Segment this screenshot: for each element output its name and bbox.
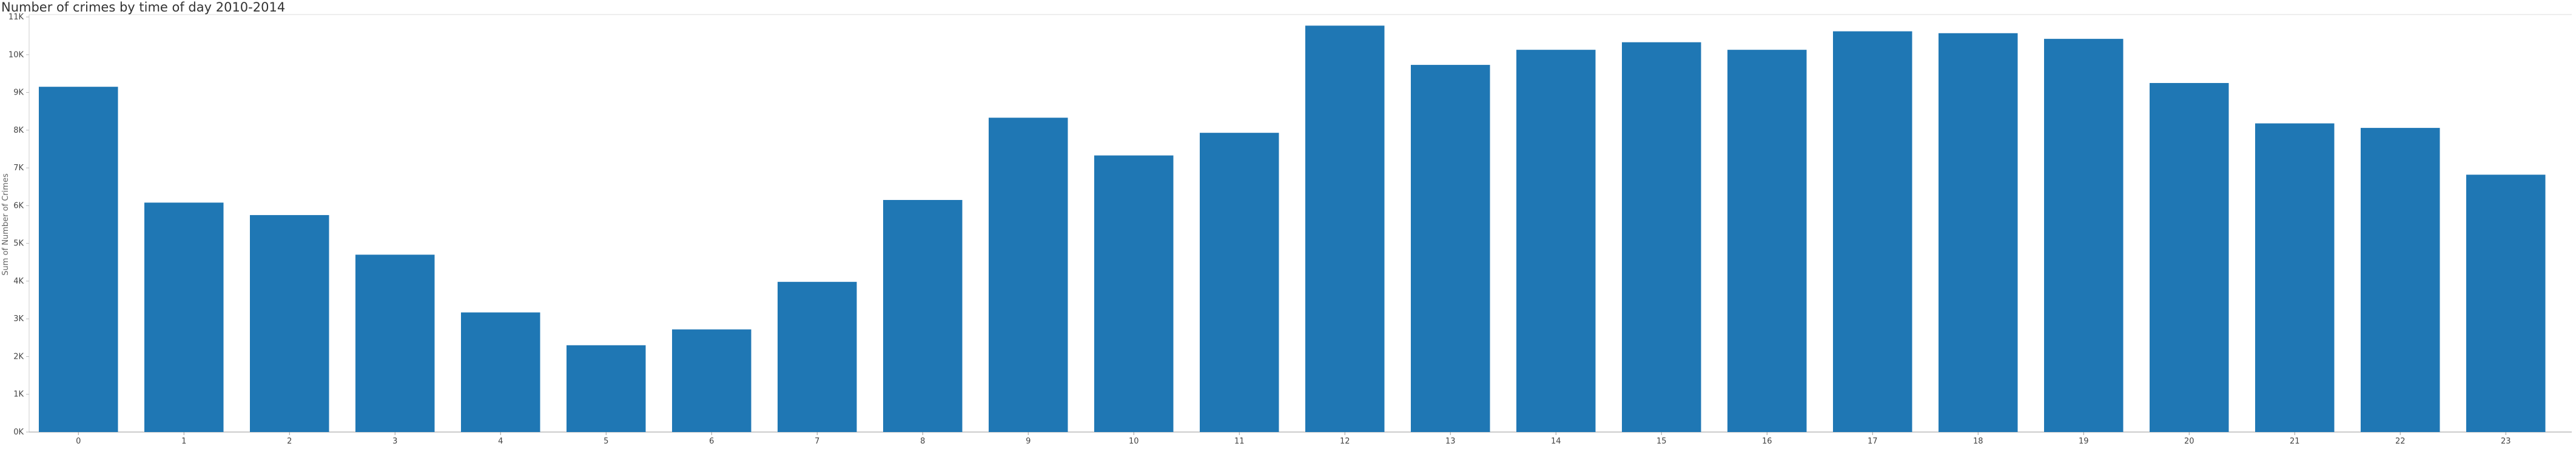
y-tick-label: 9K: [13, 88, 24, 98]
y-tick-label: 6K: [13, 201, 24, 210]
bar-hour-20[interactable]: [2150, 82, 2229, 432]
chart-title: Number of crimes by time of day 2010-201…: [1, 0, 286, 15]
bar-hour-17[interactable]: [1833, 31, 1912, 432]
x-tick-label: 8: [920, 437, 925, 446]
bar-hour-10[interactable]: [1094, 155, 1174, 432]
y-tick-label: 7K: [13, 164, 24, 173]
x-axis: 0 1 2 3 4 5 6 7 8 9 10 11 12 13 14 15 16 17 18 19 20 21 22 23: [76, 432, 2511, 446]
y-tick-label: 8K: [13, 126, 24, 135]
plot-frame: [29, 14, 2572, 433]
bar-hour-14[interactable]: [1516, 50, 1596, 433]
x-tick-label: 16: [1762, 437, 1772, 446]
bar-hour-5[interactable]: [567, 345, 646, 432]
bar-hour-9[interactable]: [989, 118, 1068, 432]
y-tick-label: 11K: [8, 13, 24, 22]
bar-hour-15[interactable]: [1622, 42, 1701, 433]
x-tick-label: 19: [2079, 437, 2089, 446]
bar-hour-6[interactable]: [672, 329, 752, 432]
x-tick-label: 22: [2395, 437, 2406, 446]
bar-hour-23[interactable]: [2466, 175, 2546, 432]
y-tick-label: 5K: [13, 239, 24, 248]
x-tick-label: 4: [498, 437, 503, 446]
x-tick-label: 12: [1340, 437, 1350, 446]
bar-hour-11[interactable]: [1200, 133, 1279, 432]
x-tick-label: 5: [604, 437, 608, 446]
bar-hour-0[interactable]: [39, 87, 118, 433]
x-tick-label: 0: [76, 437, 81, 446]
x-tick-label: 3: [392, 437, 397, 446]
bar-hour-19[interactable]: [2044, 39, 2124, 433]
x-tick-label: 18: [1973, 437, 1983, 446]
y-tick-label: 0K: [13, 428, 24, 437]
x-tick-label: 6: [709, 437, 714, 446]
bar-hour-7[interactable]: [778, 282, 857, 432]
bar-hour-3[interactable]: [355, 254, 435, 432]
bars-group: [39, 25, 2546, 433]
bar-hour-8[interactable]: [883, 200, 963, 432]
y-tick-label: 4K: [13, 277, 24, 286]
bar-hour-22[interactable]: [2361, 128, 2440, 432]
bar-hour-12[interactable]: [1305, 25, 1385, 432]
x-tick-label: 23: [2501, 437, 2511, 446]
bar-hour-18[interactable]: [1939, 33, 2018, 432]
x-tick-label: 15: [1656, 437, 1667, 446]
x-tick-label: 7: [815, 437, 819, 446]
y-tick-label: 3K: [13, 314, 24, 324]
x-tick-label: 10: [1129, 437, 1139, 446]
y-axis: 0K 1K 2K 3K 4K 5K 6K 7K 8K 9K 10K 11K: [8, 13, 29, 437]
y-tick-label: 1K: [13, 390, 24, 399]
x-tick-label: 11: [1234, 437, 1245, 446]
bar-hour-21[interactable]: [2255, 123, 2335, 433]
x-tick-label: 17: [1868, 437, 1878, 446]
y-axis-label: Sum of Number of Crimes: [1, 173, 10, 276]
x-tick-label: 1: [181, 437, 186, 446]
x-tick-label: 13: [1445, 437, 1456, 446]
x-tick-label: 2: [287, 437, 292, 446]
x-tick-label: 9: [1026, 437, 1031, 446]
y-tick-label: 2K: [13, 352, 24, 361]
bar-hour-4[interactable]: [461, 312, 540, 432]
bar-hour-13[interactable]: [1411, 65, 1490, 432]
x-tick-label: 14: [1551, 437, 1561, 446]
x-tick-label: 21: [2290, 437, 2300, 446]
bar-hour-16[interactable]: [1727, 50, 1807, 433]
y-tick-label: 10K: [8, 50, 24, 59]
bar-hour-1[interactable]: [144, 202, 224, 432]
x-tick-label: 20: [2184, 437, 2194, 446]
bar-hour-2[interactable]: [250, 215, 329, 432]
